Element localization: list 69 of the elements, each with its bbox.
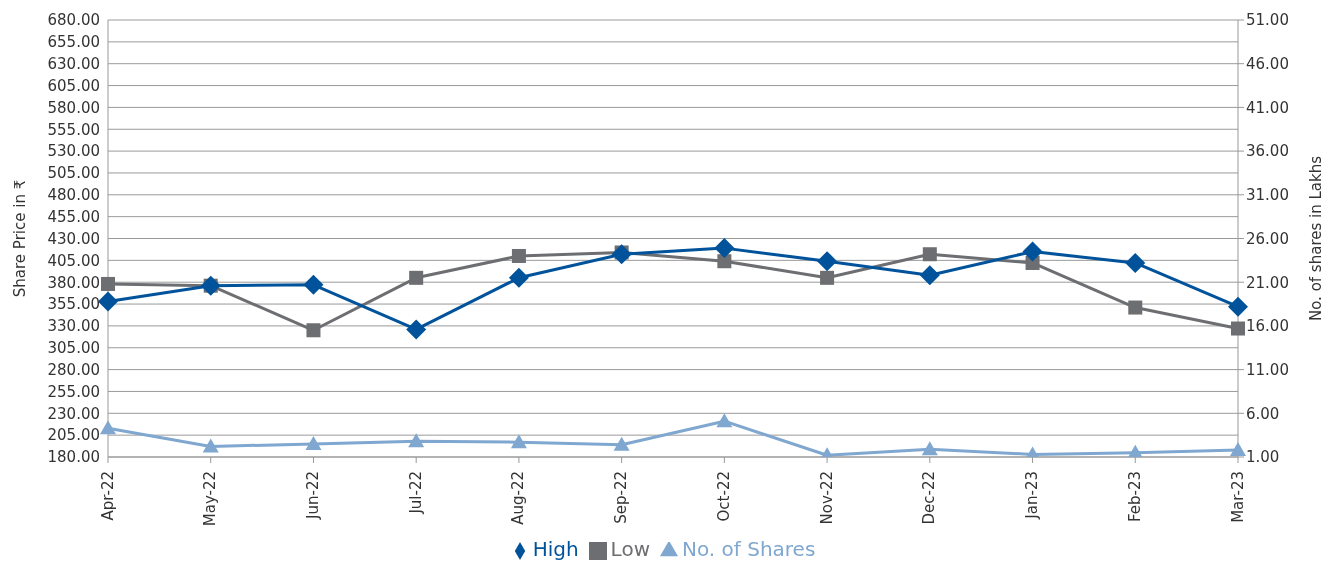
point (717, 254, 732, 269)
y2-tick-label: 41.00 (1246, 98, 1289, 117)
y-tick-label: 605.00 (47, 76, 100, 95)
y2-tick-label: 26.00 (1246, 229, 1289, 248)
y-tick-label: 180.00 (47, 448, 100, 467)
y-tick-label: 555.00 (47, 120, 100, 139)
y2-tick-label: 16.00 (1246, 317, 1289, 336)
x-tick-label: Aug-22 (509, 471, 528, 525)
point (611, 244, 632, 265)
legend-label: High (532, 537, 579, 561)
point (98, 291, 118, 312)
x-tick-label: Jan-23 (1023, 471, 1042, 520)
y-tick-label: 405.00 (47, 251, 100, 270)
y2-tick-label: 1.00 (1246, 448, 1280, 467)
point (511, 248, 526, 263)
point (508, 267, 529, 288)
point (1125, 252, 1146, 273)
point (714, 238, 735, 259)
point (306, 323, 321, 338)
x-tick-label: Apr-22 (98, 471, 117, 521)
y2-tick-label: 31.00 (1246, 186, 1289, 205)
y-tick-label: 455.00 (47, 207, 100, 226)
point (1228, 296, 1248, 317)
x-tick-label: Sep-22 (612, 471, 631, 524)
point (919, 265, 940, 286)
point (1128, 300, 1143, 315)
y-tick-label: 305.00 (47, 339, 100, 358)
point (1231, 321, 1245, 336)
point (1022, 241, 1043, 262)
x-tick-label: Oct-22 (714, 471, 733, 522)
x-tick-label: Feb-23 (1125, 471, 1144, 523)
y-tick-label: 430.00 (47, 229, 100, 248)
point (406, 319, 427, 340)
y-tick-label: 655.00 (47, 33, 100, 52)
y2-axis-title: No. of shares in Lakhs (1307, 155, 1326, 322)
y2-tick-label: 21.00 (1246, 273, 1289, 292)
point (820, 270, 835, 285)
y-axis-title: Share Price in ₹ (11, 179, 30, 298)
legend-label: Low (610, 537, 650, 561)
point (817, 251, 838, 272)
legend-label: No. of Shares (682, 537, 816, 561)
point (922, 247, 937, 262)
point (303, 274, 324, 295)
y-tick-label: 480.00 (47, 186, 100, 205)
x-tick-label: May-22 (201, 471, 220, 527)
y-tick-label: 355.00 (47, 295, 100, 314)
y2-tick-label: 51.00 (1246, 11, 1289, 30)
x-tick-label: Dec-22 (920, 471, 939, 525)
y-tick-label: 505.00 (47, 164, 100, 183)
y2-tick-label: 11.00 (1246, 360, 1289, 379)
y-tick-label: 255.00 (47, 382, 100, 401)
y2-tick-label: 6.00 (1246, 404, 1280, 423)
point (409, 270, 424, 285)
y-tick-label: 680.00 (47, 11, 100, 30)
y-tick-label: 280.00 (47, 360, 100, 379)
x-tick-label: Jun-22 (303, 471, 322, 520)
x-tick-label: Nov-22 (817, 471, 836, 525)
x-tick-label: Mar-23 (1228, 471, 1247, 523)
point (101, 276, 115, 291)
y-tick-label: 330.00 (47, 317, 100, 336)
y-tick-label: 580.00 (47, 98, 100, 117)
y2-tick-label: 36.00 (1246, 142, 1289, 161)
y-tick-label: 205.00 (47, 426, 100, 445)
y-tick-label: 230.00 (47, 404, 100, 423)
x-tick-label: Jul-22 (406, 471, 425, 515)
y-tick-label: 630.00 (47, 55, 100, 74)
y2-tick-label: 46.00 (1246, 55, 1289, 74)
y-tick-label: 530.00 (47, 142, 100, 161)
y-tick-label: 380.00 (47, 273, 100, 292)
